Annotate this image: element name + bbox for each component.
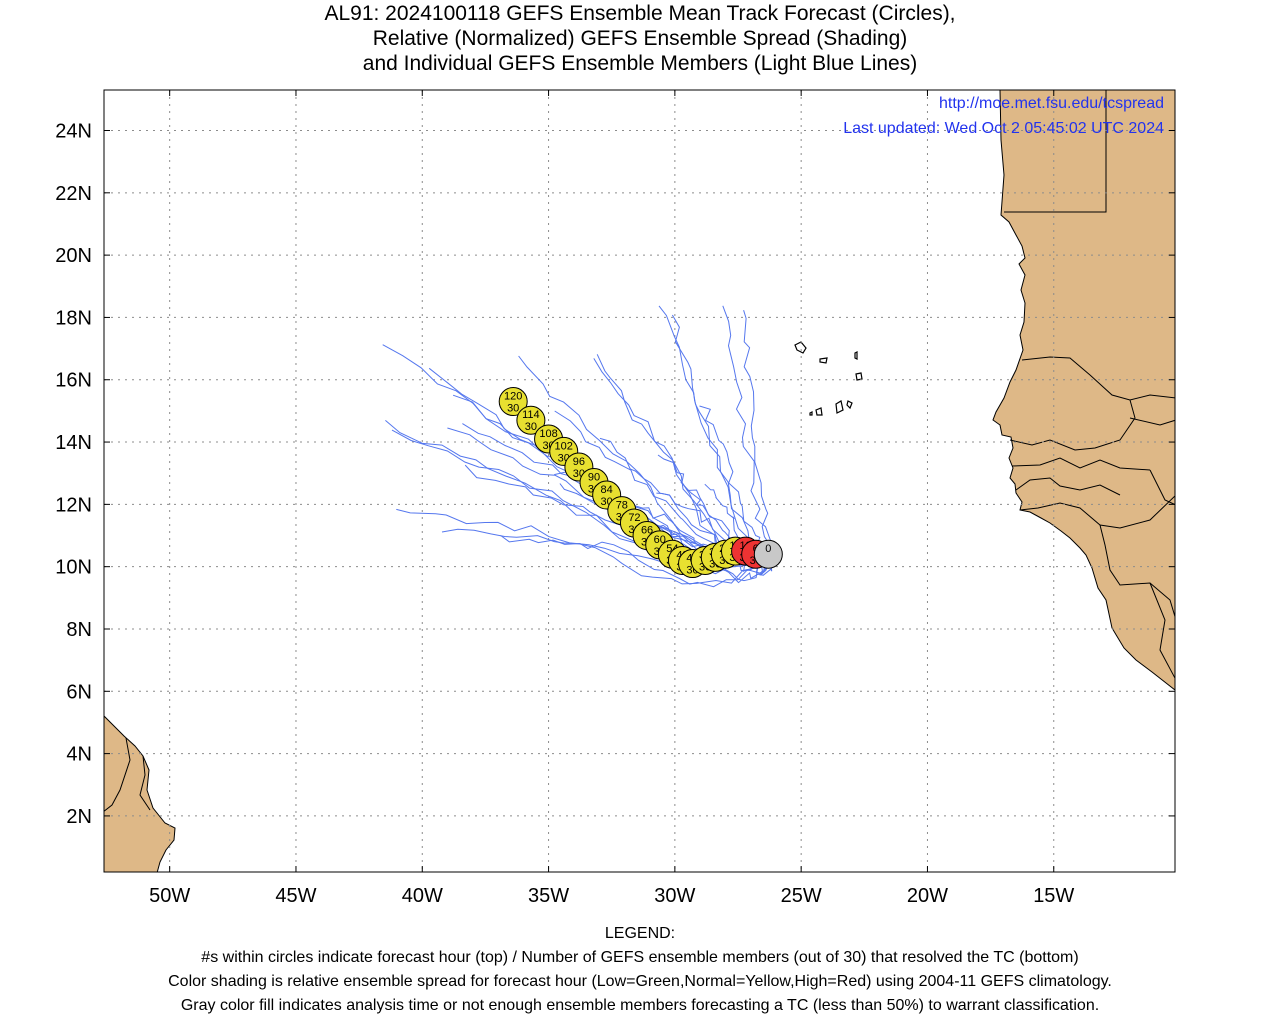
ensemble-member-track bbox=[618, 495, 775, 584]
ensemble-member-track bbox=[441, 528, 779, 585]
x-tick-label: 45W bbox=[275, 885, 316, 907]
y-tick-label: 10N bbox=[55, 557, 92, 579]
track-point-0: 0 bbox=[753, 539, 783, 569]
south-america-borders bbox=[104, 737, 151, 812]
y-tick-label: 8N bbox=[66, 619, 92, 641]
forecast-hour-label: 0 bbox=[765, 543, 771, 555]
legend-line-2: Color shading is relative ensemble sprea… bbox=[168, 973, 1112, 990]
africa-landmass bbox=[992, 90, 1175, 691]
x-tick-label: 25W bbox=[781, 885, 822, 907]
track-circle bbox=[753, 539, 783, 569]
y-tick-label: 14N bbox=[55, 432, 92, 454]
ocean-area bbox=[104, 90, 1175, 872]
forecast-hour-label: 60 bbox=[654, 534, 666, 546]
y-tick-label: 24N bbox=[55, 121, 92, 143]
axis-ticks bbox=[104, 90, 1175, 872]
y-tick-label: 12N bbox=[55, 494, 92, 516]
south-america-landmass bbox=[104, 715, 176, 872]
x-tick-label: 40W bbox=[402, 885, 443, 907]
track-circle bbox=[498, 387, 528, 417]
y-tick-label: 2N bbox=[66, 806, 92, 828]
y-tick-label: 16N bbox=[55, 370, 92, 392]
x-axis-labels: 50W 45W 40W 35W 30W 25W 20W 15W bbox=[149, 885, 1074, 907]
forecast-hour-label: 114 bbox=[522, 409, 540, 421]
credit-last-updated: Last updated: Wed Oct 2 05:45:02 UTC 202… bbox=[843, 120, 1164, 137]
title-line-2: Relative (Normalized) GEFS Ensemble Spre… bbox=[372, 27, 908, 50]
ensemble-member-track bbox=[704, 483, 777, 576]
mean-track-circles: 1203011430108301023096309030843078307230… bbox=[498, 387, 783, 579]
legend-line-3: Gray color fill indicates analysis time … bbox=[180, 997, 1100, 1014]
y-tick-label: 22N bbox=[55, 183, 92, 205]
forecast-hour-label: 72 bbox=[628, 512, 640, 524]
legend-heading: LEGEND: bbox=[604, 925, 676, 942]
graticule bbox=[104, 90, 1175, 872]
x-tick-label: 35W bbox=[528, 885, 569, 907]
x-tick-label: 30W bbox=[654, 885, 695, 907]
y-tick-label: 20N bbox=[55, 245, 92, 267]
plot-frame bbox=[103, 89, 1176, 873]
forecast-hour-label: 120 bbox=[504, 391, 522, 403]
forecast-hour-label: 96 bbox=[573, 456, 585, 468]
member-count-label: 30 bbox=[507, 403, 519, 415]
title-line-1: AL91: 2024100118 GEFS Ensemble Mean Trac… bbox=[324, 2, 956, 25]
track-circle bbox=[516, 405, 546, 435]
cape-verde-islands bbox=[794, 341, 863, 416]
x-tick-label: 50W bbox=[149, 885, 190, 907]
forecast-hour-label: 108 bbox=[539, 428, 557, 440]
member-count-label: 30 bbox=[525, 421, 537, 433]
forecast-hour-label: 90 bbox=[588, 472, 600, 484]
x-tick-label: 20W bbox=[907, 885, 948, 907]
forecast-hour-label: 84 bbox=[601, 484, 613, 496]
forecast-hour-label: 78 bbox=[616, 500, 628, 512]
y-axis-labels: 24N 22N 20N 18N 16N 14N 12N 10N 8N 6N 4N 2N bbox=[55, 121, 92, 828]
ensemble-member-track bbox=[500, 534, 773, 588]
legend: LEGEND: #s within circles indicate forec… bbox=[0, 922, 1280, 1018]
y-tick-label: 18N bbox=[55, 307, 92, 329]
y-tick-label: 4N bbox=[66, 744, 92, 766]
x-tick-label: 15W bbox=[1033, 885, 1074, 907]
chart-title: AL91: 2024100118 GEFS Ensemble Mean Trac… bbox=[0, 1, 1280, 76]
forecast-hour-label: 102 bbox=[555, 440, 573, 452]
legend-line-1: #s within circles indicate forecast hour… bbox=[201, 949, 1079, 966]
y-tick-label: 6N bbox=[66, 681, 92, 703]
title-line-3: and Individual GEFS Ensemble Members (Li… bbox=[362, 52, 918, 75]
credit-url: http://moe.met.fsu.edu/tcspread bbox=[939, 95, 1164, 112]
forecast-hour-label: 66 bbox=[641, 525, 653, 537]
